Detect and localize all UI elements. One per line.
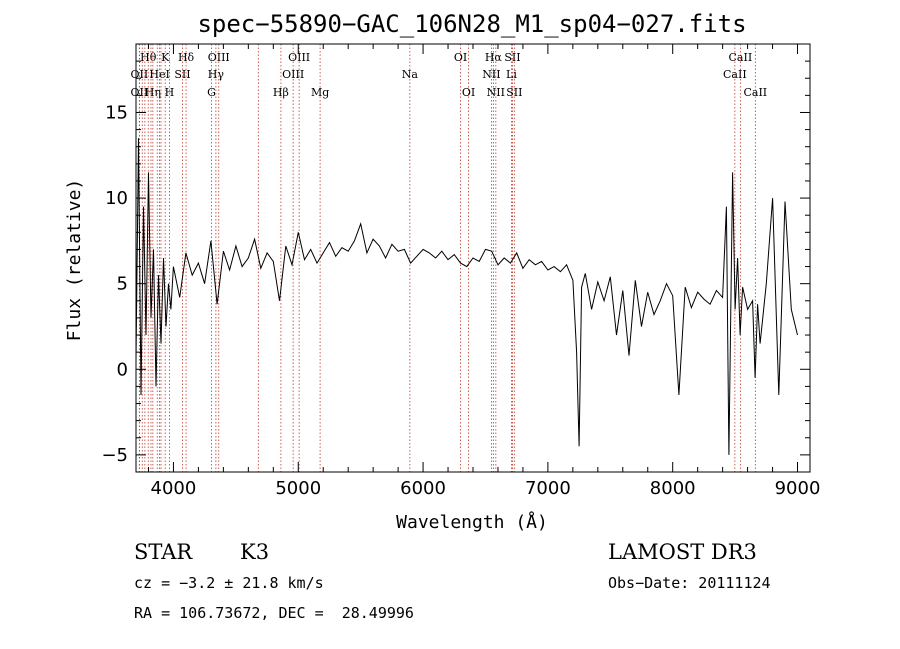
spectral-line-label: G — [207, 86, 216, 99]
spectral-line-label: K — [161, 51, 170, 64]
spectral-line-label: SII — [174, 68, 190, 81]
spectral-line-label: SII — [504, 51, 520, 64]
spectral-line-label: HeI — [149, 68, 169, 81]
spectral-line-label: Mg — [311, 86, 329, 99]
object-subclass: K3 — [240, 540, 270, 564]
y-tick-label: 15 — [105, 102, 128, 123]
x-tick-label: 9000 — [775, 478, 821, 499]
survey-name: LAMOST DR3 — [608, 540, 757, 564]
ra-dec-coordinates: RA = 106.73672, DEC = 28.49996 — [134, 604, 414, 622]
spectral-line-label: Hη — [145, 86, 161, 99]
spectral-line-label: OII — [131, 68, 149, 81]
spectral-line-label: NII — [487, 86, 505, 99]
chart-title: spec−55890−GAC_106N28_M1_sp04−027.fits — [197, 10, 746, 38]
spectral-line-label: Hβ — [273, 86, 289, 99]
spectral-line-label: Hδ — [178, 51, 195, 64]
x-tick-label: 8000 — [650, 478, 696, 499]
spectral-line-label: Li — [506, 68, 517, 81]
flux-series-line — [135, 138, 798, 455]
x-tick-label: 7000 — [525, 478, 571, 499]
y-tick-label: 10 — [105, 188, 128, 209]
object-class: STAR — [134, 540, 193, 564]
spectral-line-label: Na — [402, 68, 419, 81]
y-tick-label: 5 — [117, 274, 128, 295]
axis-ticks: 4000 5000 6000 7000 8000 9000 −5 0 5 10 15 — [101, 43, 821, 499]
redshift-cz: cz = −3.2 ± 21.8 km/s — [134, 574, 324, 592]
spectral-line-label: OI — [462, 86, 475, 99]
spectral-line-label: SII — [506, 86, 522, 99]
spectral-line-label: OIII — [282, 68, 304, 81]
spectral-line-label: OIII — [288, 51, 310, 64]
spectral-line-label: CaII — [743, 86, 767, 99]
observation-date: Obs−Date: 20111124 — [608, 574, 771, 592]
spectral-line-label: H — [165, 86, 175, 99]
spectral-line-label: Hα — [485, 51, 503, 64]
x-tick-label: 5000 — [275, 478, 321, 499]
spectral-line-label: OIII — [208, 51, 230, 64]
x-axis-label: Wavelength (Å) — [396, 511, 548, 533]
spectral-line-label: OI — [454, 51, 467, 64]
y-tick-label: 0 — [117, 359, 128, 380]
y-tick-label: −5 — [101, 445, 128, 466]
x-tick-label: 4000 — [151, 478, 197, 499]
y-axis-label: Flux (relative) — [64, 179, 85, 342]
x-tick-label: 6000 — [400, 478, 446, 499]
spectral-line-label: Hγ — [208, 68, 225, 81]
spectral-line-label: CaII — [729, 51, 753, 64]
spectral-line-label: CaII — [723, 68, 747, 81]
spectral-line-label: Hθ — [140, 51, 157, 64]
spectral-line-label: OII — [131, 86, 149, 99]
spectral-line-label: NII — [482, 68, 500, 81]
